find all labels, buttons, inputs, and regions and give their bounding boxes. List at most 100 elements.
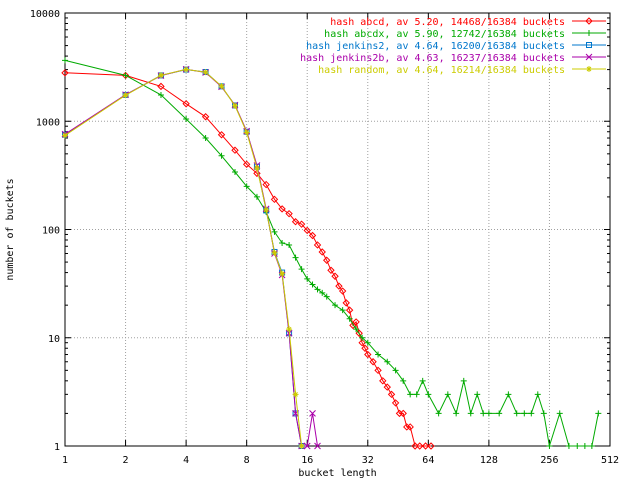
data-point (332, 302, 339, 309)
data-point (496, 410, 503, 417)
x-tick-label: 4 (183, 455, 189, 466)
data-point (271, 228, 278, 235)
data-point (406, 423, 414, 431)
series-5 (62, 66, 305, 449)
x-tick-label: 8 (244, 455, 250, 466)
data-point (534, 391, 541, 398)
x-tick-label: 128 (480, 455, 498, 466)
data-point (427, 442, 435, 450)
data-point (581, 443, 588, 449)
data-point (253, 193, 260, 200)
series-2 (62, 57, 602, 449)
data-point (595, 410, 602, 417)
x-tick-label: 512 (601, 455, 619, 466)
data-point (319, 289, 326, 296)
data-point (379, 377, 387, 385)
y-tick-label: 100 (42, 226, 60, 237)
data-point (480, 410, 487, 417)
data-point (262, 180, 270, 189)
series-line-3 (64, 69, 303, 447)
data-point (183, 66, 190, 73)
data-point (286, 241, 293, 248)
data-point (364, 339, 371, 346)
data-point (183, 115, 190, 122)
data-point (485, 410, 492, 417)
legend-label: hash abcd, av 5.20, 14468/16384 buckets (330, 17, 565, 28)
data-point (291, 218, 300, 226)
series-line-5 (64, 68, 303, 447)
data-point (513, 410, 520, 417)
data-point (540, 410, 547, 417)
data-point (292, 391, 299, 398)
data-point (387, 390, 396, 399)
x-tick-label: 32 (362, 455, 374, 466)
data-point (62, 132, 68, 139)
series-line-2 (64, 59, 599, 447)
data-point (309, 281, 316, 288)
data-point (303, 226, 311, 235)
data-point (201, 113, 210, 121)
data-point (521, 410, 528, 417)
data-point (355, 329, 363, 337)
data-point (243, 183, 250, 190)
y-tick-label: 10 (48, 334, 60, 345)
data-point (218, 83, 225, 90)
legend-label: hash random, av 4.64, 16214/16384 bucket… (318, 65, 565, 76)
data-point (383, 383, 391, 391)
data-point (278, 205, 286, 213)
series-line-4 (64, 68, 318, 447)
data-point (528, 410, 535, 417)
legend-label: hash abcdx, av 5.90, 12742/16384 buckets (324, 29, 565, 40)
grid (64, 12, 611, 447)
data-point (157, 82, 165, 91)
x-tick-label: 1 (62, 455, 68, 466)
data-point (157, 72, 164, 79)
data-point (346, 315, 353, 322)
data-point (313, 241, 322, 249)
data-point (331, 272, 339, 280)
data-point (298, 443, 305, 449)
data-point (304, 275, 311, 282)
data-point (546, 443, 553, 449)
data-point (453, 410, 460, 417)
data-point (303, 442, 311, 450)
data-point (505, 391, 512, 398)
data-point (243, 129, 250, 136)
legend-marker (586, 42, 592, 48)
data-point (413, 391, 420, 398)
data-point (270, 195, 279, 204)
data-point (425, 391, 432, 398)
data-point (400, 377, 407, 384)
data-point (253, 164, 260, 171)
data-point (392, 367, 399, 374)
data-point (353, 326, 360, 333)
data-point (338, 287, 347, 295)
data-point (314, 286, 321, 293)
data-point (416, 442, 424, 450)
data-point (202, 135, 209, 142)
data-point (574, 443, 581, 449)
data-point (399, 409, 407, 418)
data-point (122, 72, 129, 79)
x-axis-label: bucket length (298, 468, 376, 479)
y-axis-label: number of buckets (5, 178, 16, 280)
data-point (309, 410, 316, 417)
data-point (314, 442, 321, 450)
x-tick-label: 64 (422, 455, 434, 466)
data-point (467, 410, 474, 417)
data-point (218, 152, 225, 159)
axis-ticks: 1 2 4 8 16 32 64 128 256 512 1 10 100 1000 10000 (30, 9, 619, 466)
y-tick-label: 1000 (36, 117, 60, 128)
data-point (421, 442, 430, 450)
data-point (474, 391, 481, 398)
data-point (232, 168, 239, 175)
legend-label: hash jenkins2b, av 4.63, 16237/16384 buc… (300, 53, 565, 64)
data-point (217, 131, 226, 139)
data-point (369, 358, 377, 366)
data-point (308, 231, 317, 240)
y-tick-label: 1 (54, 442, 60, 453)
data-point (61, 69, 69, 77)
data-point (182, 100, 190, 108)
data-point (345, 306, 354, 314)
data-point (279, 270, 286, 277)
